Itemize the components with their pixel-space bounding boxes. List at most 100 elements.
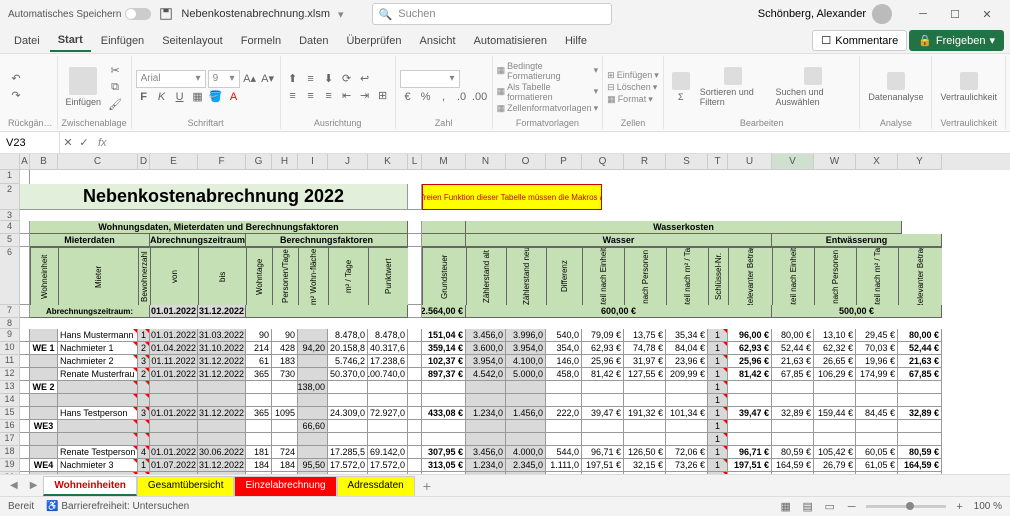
menu-datei[interactable]: Datei: [6, 31, 48, 51]
redo-button[interactable]: ↷: [8, 88, 24, 104]
save-icon[interactable]: [159, 7, 173, 21]
name-box[interactable]: V23: [0, 132, 60, 153]
col-header-S[interactable]: S: [666, 154, 708, 170]
share-button[interactable]: 🔒 Freigeben ▾: [909, 30, 1004, 51]
cut-button[interactable]: ✂: [107, 62, 123, 78]
menu-überprüfen[interactable]: Überprüfen: [338, 31, 409, 51]
find-select-button[interactable]: Suchen und Auswählen: [772, 65, 856, 109]
merge-button[interactable]: ⊞: [375, 88, 391, 104]
menu-ansicht[interactable]: Ansicht: [411, 31, 463, 51]
col-header-T[interactable]: T: [708, 154, 728, 170]
align-mid-button[interactable]: ≡: [303, 71, 319, 87]
col-header-D[interactable]: D: [138, 154, 150, 170]
cond-format-button[interactable]: ▦ Bedingte Formatierung ▾: [497, 61, 599, 81]
border-button[interactable]: ▦: [190, 89, 206, 105]
fx-icon[interactable]: fx: [92, 137, 113, 149]
col-header-L[interactable]: L: [408, 154, 422, 170]
as-table-button[interactable]: ▦ Als Tabelle formatieren ▾: [497, 82, 599, 102]
comments-button[interactable]: ☐ Kommentare: [812, 30, 907, 51]
indent-inc-button[interactable]: ⇥: [357, 88, 373, 104]
menu-automatisieren[interactable]: Automatisieren: [466, 31, 555, 51]
zoom-slider[interactable]: [866, 505, 946, 508]
align-center-button[interactable]: ≡: [303, 88, 319, 104]
col-header-A[interactable]: A: [20, 154, 30, 170]
col-header-W[interactable]: W: [814, 154, 856, 170]
autosum-button[interactable]: Σ: [668, 70, 694, 104]
data-analysis-button[interactable]: Datenanalyse: [864, 70, 927, 104]
accept-fx-button[interactable]: ✓: [76, 135, 92, 151]
col-header-E[interactable]: E: [150, 154, 198, 170]
worksheet[interactable]: ABCDEFGHIJKLMNOPQRSTUVWXY 12Nebenkostena…: [0, 154, 1010, 474]
menu-seitenlayout[interactable]: Seitenlayout: [154, 31, 231, 51]
minimize-button[interactable]: ─: [908, 3, 938, 25]
col-header-R[interactable]: R: [624, 154, 666, 170]
zoom-in-button[interactable]: +: [952, 499, 968, 515]
bold-button[interactable]: F: [136, 89, 152, 105]
tab-prev-button[interactable]: ◀: [4, 480, 24, 491]
maximize-button[interactable]: ☐: [940, 3, 970, 25]
col-header-Q[interactable]: Q: [582, 154, 624, 170]
font-color-button[interactable]: A: [226, 89, 242, 105]
col-header-O[interactable]: O: [506, 154, 546, 170]
toggle-switch[interactable]: [125, 8, 151, 20]
fill-button[interactable]: 🪣: [208, 89, 224, 105]
col-header-G[interactable]: G: [246, 154, 272, 170]
select-all-corner[interactable]: [0, 154, 20, 170]
close-button[interactable]: ✕: [972, 3, 1002, 25]
col-header-I[interactable]: I: [298, 154, 328, 170]
dec-inc-button[interactable]: .0: [454, 89, 470, 105]
col-header-H[interactable]: H: [272, 154, 298, 170]
align-bot-button[interactable]: ⬇: [321, 71, 337, 87]
sheet-tab-wohneinheiten[interactable]: Wohneinheiten: [43, 476, 136, 496]
insert-cells-button[interactable]: ⊞ Einfügen ▾: [607, 70, 659, 81]
new-sheet-button[interactable]: +: [415, 478, 439, 494]
menu-start[interactable]: Start: [50, 30, 91, 52]
filename-chevron[interactable]: ▾: [338, 8, 344, 21]
delete-cells-button[interactable]: ⊟ Löschen ▾: [607, 82, 659, 93]
col-header-P[interactable]: P: [546, 154, 582, 170]
menu-formeln[interactable]: Formeln: [233, 31, 289, 51]
col-header-N[interactable]: N: [466, 154, 506, 170]
sort-filter-button[interactable]: Sortieren und Filtern: [696, 65, 770, 109]
font-select[interactable]: Arial▾: [136, 70, 206, 88]
align-top-button[interactable]: ⬆: [285, 71, 301, 87]
accessibility-status[interactable]: ♿ Barrierefreiheit: Untersuchen: [46, 501, 189, 512]
align-right-button[interactable]: ≡: [321, 88, 337, 104]
orient-button[interactable]: ⟳: [339, 71, 355, 87]
col-header-X[interactable]: X: [856, 154, 898, 170]
search-box[interactable]: 🔍 Suchen: [372, 3, 612, 25]
menu-hilfe[interactable]: Hilfe: [557, 31, 595, 51]
percent-button[interactable]: %: [418, 89, 434, 105]
indent-dec-button[interactable]: ⇤: [339, 88, 355, 104]
view-normal-button[interactable]: ▦: [778, 499, 794, 515]
comma-button[interactable]: ,: [436, 89, 452, 105]
paste-button[interactable]: Einfügen: [62, 65, 106, 109]
sheet-tab-adressdaten[interactable]: Adressdaten: [337, 476, 415, 496]
copy-button[interactable]: ⧉: [107, 79, 123, 95]
sensitivity-button[interactable]: Vertraulichkeit: [936, 70, 1001, 104]
size-select[interactable]: 9▾: [208, 70, 240, 88]
menu-einfügen[interactable]: Einfügen: [93, 31, 152, 51]
col-header-B[interactable]: B: [30, 154, 58, 170]
cancel-fx-button[interactable]: ✕: [60, 135, 76, 151]
autosave-toggle[interactable]: Automatisches Speichern: [8, 8, 151, 20]
tab-next-button[interactable]: ▶: [24, 480, 44, 491]
number-format-select[interactable]: ▾: [400, 70, 460, 88]
zoom-out-button[interactable]: ─: [844, 499, 860, 515]
col-header-C[interactable]: C: [58, 154, 138, 170]
shrink-font-button[interactable]: A▾: [260, 71, 276, 87]
align-left-button[interactable]: ≡: [285, 88, 301, 104]
dec-dec-button[interactable]: .00: [472, 89, 488, 105]
col-header-Y[interactable]: Y: [898, 154, 942, 170]
cell-styles-button[interactable]: ▦ Zellenformatvorlagen ▾: [497, 103, 599, 114]
col-header-U[interactable]: U: [728, 154, 772, 170]
format-cells-button[interactable]: ▦ Format ▾: [607, 94, 659, 105]
user-account[interactable]: Schönberg, Alexander: [758, 4, 892, 24]
italic-button[interactable]: K: [154, 89, 170, 105]
col-header-F[interactable]: F: [198, 154, 246, 170]
sheet-tab-gesamtübersicht[interactable]: Gesamtübersicht: [137, 476, 235, 496]
undo-button[interactable]: ↶: [8, 71, 24, 87]
col-header-J[interactable]: J: [328, 154, 368, 170]
col-header-V[interactable]: V: [772, 154, 814, 170]
grow-font-button[interactable]: A▴: [242, 71, 258, 87]
